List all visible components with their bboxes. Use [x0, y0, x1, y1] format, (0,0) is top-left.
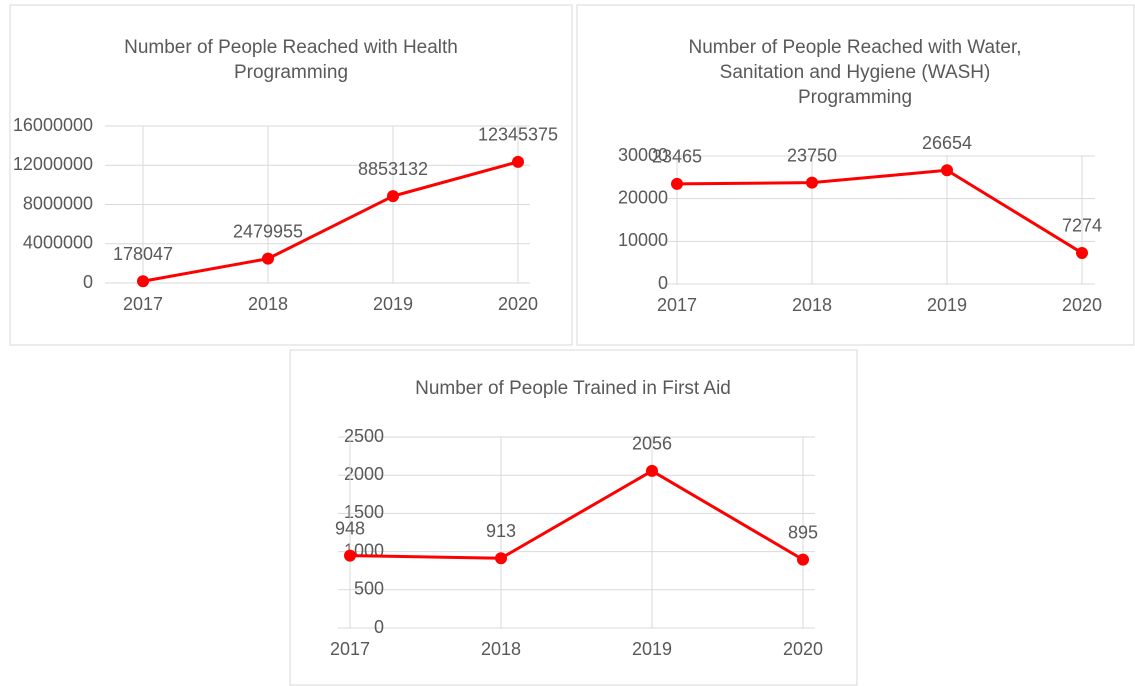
- y-tick-label: 0: [658, 273, 668, 293]
- data-label: 8853132: [358, 159, 428, 179]
- data-label: 948: [335, 518, 365, 538]
- data-point: [671, 177, 683, 190]
- x-tick-label: 2019: [632, 639, 672, 659]
- data-point: [797, 553, 809, 566]
- data-label: 23750: [787, 145, 837, 165]
- data-point: [646, 464, 658, 477]
- data-label: 178047: [113, 244, 173, 264]
- data-label: 7274: [1062, 216, 1102, 236]
- data-label: 895: [788, 522, 818, 542]
- x-tick-label: 2020: [783, 639, 823, 659]
- y-tick-label: 4000000: [23, 233, 93, 253]
- data-label: 913: [486, 521, 516, 541]
- data-point: [512, 155, 524, 168]
- x-tick-label: 2018: [248, 294, 288, 314]
- y-tick-label: 10000: [618, 230, 668, 250]
- x-tick-label: 2018: [792, 295, 832, 315]
- x-tick-label: 2017: [657, 295, 697, 315]
- data-point: [495, 552, 507, 565]
- y-tick-label: 1500: [344, 502, 384, 522]
- data-label: 2056: [632, 434, 672, 454]
- data-label: 12345375: [478, 125, 558, 145]
- x-tick-label: 2019: [373, 294, 413, 314]
- data-point: [137, 275, 149, 288]
- x-tick-label: 2019: [927, 295, 967, 315]
- y-tick-label: 8000000: [23, 193, 93, 213]
- data-label: 23465: [652, 147, 702, 167]
- chart-frame: [9, 4, 573, 346]
- x-tick-label: 2018: [481, 639, 521, 659]
- chart-frame: [576, 4, 1135, 346]
- data-label: 26654: [922, 133, 972, 153]
- chart-title: Number of People Reached with Water, San…: [688, 37, 1022, 108]
- y-tick-label: 12000000: [13, 154, 93, 174]
- x-tick-label: 2020: [498, 294, 538, 314]
- data-point: [344, 549, 356, 562]
- x-tick-label: 2020: [1062, 295, 1102, 315]
- data-line: [142, 160, 519, 283]
- chart-title: Number of People Reached with Health Pro…: [124, 37, 458, 83]
- data-line: [349, 469, 804, 561]
- data-line: [676, 168, 1083, 255]
- chart-title: Number of People Trained in First Aid: [415, 378, 731, 399]
- y-tick-label: 20000: [618, 187, 668, 207]
- y-tick-label: 2000: [344, 464, 384, 484]
- y-tick-label: 16000000: [13, 115, 93, 135]
- data-point: [941, 164, 953, 177]
- y-tick-label: 30000: [618, 145, 668, 165]
- data-point: [1076, 246, 1088, 259]
- data-label: 2479955: [233, 221, 303, 241]
- chart-frame: [289, 349, 858, 686]
- y-tick-label: 500: [354, 579, 384, 599]
- x-tick-label: 2017: [123, 294, 163, 314]
- data-point: [262, 252, 274, 265]
- data-point: [387, 190, 399, 203]
- x-tick-label: 2017: [330, 639, 370, 659]
- data-point: [806, 176, 818, 189]
- y-tick-label: 0: [83, 272, 93, 292]
- y-tick-label: 0: [374, 617, 384, 637]
- y-tick-label: 2500: [344, 426, 384, 446]
